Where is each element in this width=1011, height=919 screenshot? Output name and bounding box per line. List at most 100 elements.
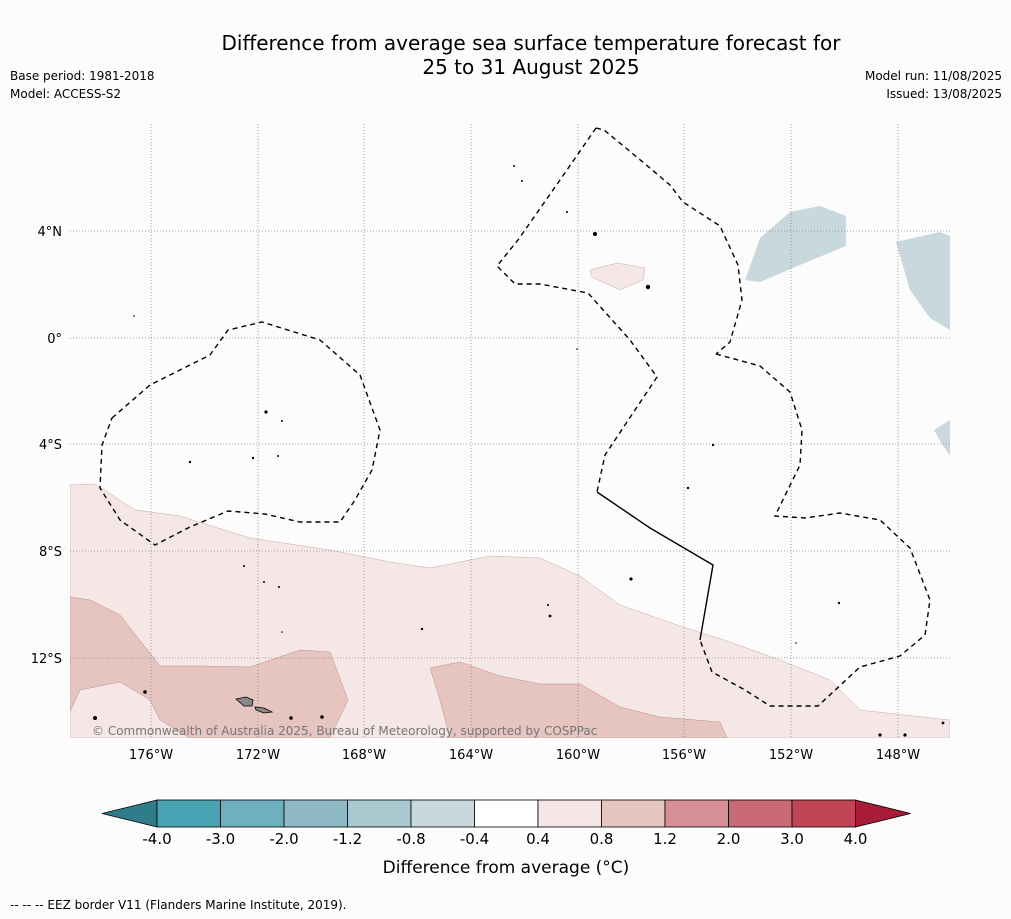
island <box>878 733 882 737</box>
colorbar-cell <box>347 799 412 828</box>
eez-border-kiribati-west <box>496 127 658 493</box>
colorbar-extension-high <box>855 799 911 828</box>
base-period: Base period: 1981-2018 <box>10 69 155 83</box>
lat-label: 8°S <box>39 545 62 560</box>
copyright-notice: © Commonwealth of Australia 2025, Bureau… <box>92 724 597 738</box>
eez-border-tokelau <box>99 321 381 546</box>
lon-label: 156°W <box>662 748 706 763</box>
graticule <box>70 124 950 738</box>
island <box>593 232 597 236</box>
eez-border-shared-segment <box>596 491 714 641</box>
island <box>251 456 255 460</box>
island <box>264 410 268 414</box>
island <box>629 577 633 581</box>
island <box>278 586 280 588</box>
island <box>521 180 523 182</box>
colorbar-cell <box>791 799 856 828</box>
colorbar-label: Difference from average (°C) <box>383 858 630 878</box>
island-upolu <box>254 706 274 714</box>
anomaly-region-0-8-to-1-2-central <box>429 661 728 738</box>
colorbar-tick-label: 4.0 <box>844 830 868 848</box>
lon-label: 172°W <box>236 748 280 763</box>
colorbar-extension-low <box>101 799 158 828</box>
colorbar: -4.0 -3.0 -2.0 -1.2 -0.8 -0.4 0.4 0.8 1.2 2.0 3.0 4… <box>101 799 911 848</box>
lon-label: 164°W <box>449 748 493 763</box>
island <box>420 627 424 631</box>
island <box>566 211 568 213</box>
eez-border-french-polynesia <box>699 353 931 707</box>
anomaly-region-0-8-to-1-2-west <box>70 596 349 738</box>
colorbar-tick-label: -3.0 <box>206 830 235 848</box>
lon-label: 148°W <box>876 748 920 763</box>
island <box>243 565 245 567</box>
samoa-islands <box>235 696 274 714</box>
island <box>837 601 841 605</box>
lat-label: 4°S <box>39 438 62 453</box>
island <box>941 721 945 725</box>
island <box>93 716 97 720</box>
colorbar-tick-label: -4.0 <box>142 830 171 848</box>
colorbar-tick-label: 2.0 <box>717 830 741 848</box>
anomaly-region-cool-patch-2 <box>896 232 950 330</box>
colorbar-tick-label: -1.2 <box>333 830 362 848</box>
island-savaii <box>235 696 254 707</box>
island <box>513 165 515 167</box>
colorbar-tick-label: 1.2 <box>653 830 677 848</box>
lat-axis: 4°N 0° 4°S 8°S 12°S <box>31 225 62 667</box>
lat-label: 12°S <box>31 652 62 667</box>
meta-left: Base period: 1981-2018 Model: ACCESS-S2 <box>10 67 155 103</box>
lat-label: 4°N <box>38 225 63 240</box>
model-run: Model run: 11/08/2025 <box>864 69 1002 83</box>
island <box>263 581 265 583</box>
colorbar-cell <box>728 799 793 828</box>
island <box>547 604 549 606</box>
lon-label: 168°W <box>342 748 386 763</box>
lon-label: 160°W <box>556 748 600 763</box>
colorbar-tick-label: 3.0 <box>780 830 804 848</box>
anomaly-region-cool-patch-3 <box>934 420 950 456</box>
colorbar-tick-label: -2.0 <box>269 830 298 848</box>
island <box>281 631 283 633</box>
issued-date: Issued: 13/08/2025 <box>886 87 1002 101</box>
island <box>576 348 578 350</box>
lon-axis: 176°W 172°W 168°W 164°W 160°W 156°W 152°… <box>129 748 920 763</box>
anomaly-fields <box>70 206 950 738</box>
eez-border-kiribati-line-islands <box>595 127 743 355</box>
colorbar-tick-label: 0.8 <box>590 830 614 848</box>
colorbar-cell <box>220 799 285 828</box>
colorbar-tick-label: -0.8 <box>396 830 425 848</box>
colorbar-cell <box>474 799 539 828</box>
meta-right: Model run: 11/08/2025 Issued: 13/08/2025 <box>865 67 1002 103</box>
island <box>686 486 690 490</box>
island <box>645 284 651 290</box>
colorbar-tick-label: 0.4 <box>526 830 550 848</box>
colorbar-cell <box>601 799 666 828</box>
island <box>289 716 293 720</box>
anomaly-region-warm-patch-north <box>589 262 646 291</box>
lon-label: 152°W <box>769 748 813 763</box>
lon-label: 176°W <box>129 748 173 763</box>
colorbar-cell <box>156 799 221 828</box>
colorbar-cell <box>664 799 729 828</box>
island <box>133 315 135 317</box>
island <box>277 455 279 457</box>
lat-label: 0° <box>47 332 62 347</box>
anomaly-region-cool-patch-1 <box>745 206 846 282</box>
chart-title: Difference from average sea surface temp… <box>0 31 1011 79</box>
island <box>903 733 907 737</box>
colorbar-cell <box>410 799 475 828</box>
island <box>711 443 715 447</box>
islands <box>93 165 945 737</box>
colorbar-cell <box>537 799 602 828</box>
island <box>281 420 283 422</box>
title-line-1: Difference from average sea surface temp… <box>221 31 841 55</box>
island <box>188 460 192 464</box>
title-line-2: 25 to 31 August 2025 <box>422 55 640 79</box>
island <box>143 690 147 694</box>
eez-footer-note: -- -- -- EEZ border V11 (Flanders Marine… <box>10 898 347 912</box>
island <box>548 614 552 618</box>
island <box>320 715 324 719</box>
colorbar-cell <box>283 799 348 828</box>
eez-borders <box>99 127 931 707</box>
